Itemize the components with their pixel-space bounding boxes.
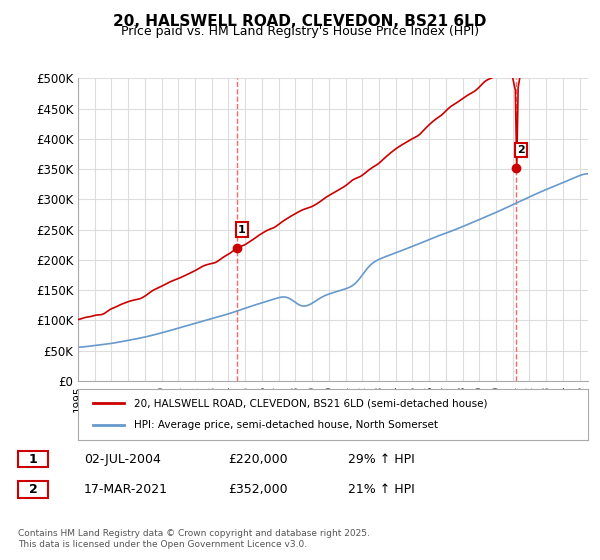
Text: £352,000: £352,000 (228, 483, 287, 496)
Text: HPI: Average price, semi-detached house, North Somerset: HPI: Average price, semi-detached house,… (134, 421, 438, 431)
Text: 2: 2 (29, 483, 37, 496)
Text: 1: 1 (238, 225, 246, 235)
Text: 20, HALSWELL ROAD, CLEVEDON, BS21 6LD: 20, HALSWELL ROAD, CLEVEDON, BS21 6LD (113, 14, 487, 29)
Text: 17-MAR-2021: 17-MAR-2021 (84, 483, 168, 496)
FancyBboxPatch shape (18, 482, 48, 497)
Text: 02-JUL-2004: 02-JUL-2004 (84, 452, 161, 466)
FancyBboxPatch shape (18, 451, 48, 467)
Text: 2: 2 (517, 145, 525, 155)
Text: 1: 1 (29, 452, 37, 466)
Text: £220,000: £220,000 (228, 452, 287, 466)
Text: Price paid vs. HM Land Registry's House Price Index (HPI): Price paid vs. HM Land Registry's House … (121, 25, 479, 38)
Text: 20, HALSWELL ROAD, CLEVEDON, BS21 6LD (semi-detached house): 20, HALSWELL ROAD, CLEVEDON, BS21 6LD (s… (134, 398, 488, 408)
Text: 21% ↑ HPI: 21% ↑ HPI (348, 483, 415, 496)
Text: Contains HM Land Registry data © Crown copyright and database right 2025.
This d: Contains HM Land Registry data © Crown c… (18, 529, 370, 549)
Text: 29% ↑ HPI: 29% ↑ HPI (348, 452, 415, 466)
